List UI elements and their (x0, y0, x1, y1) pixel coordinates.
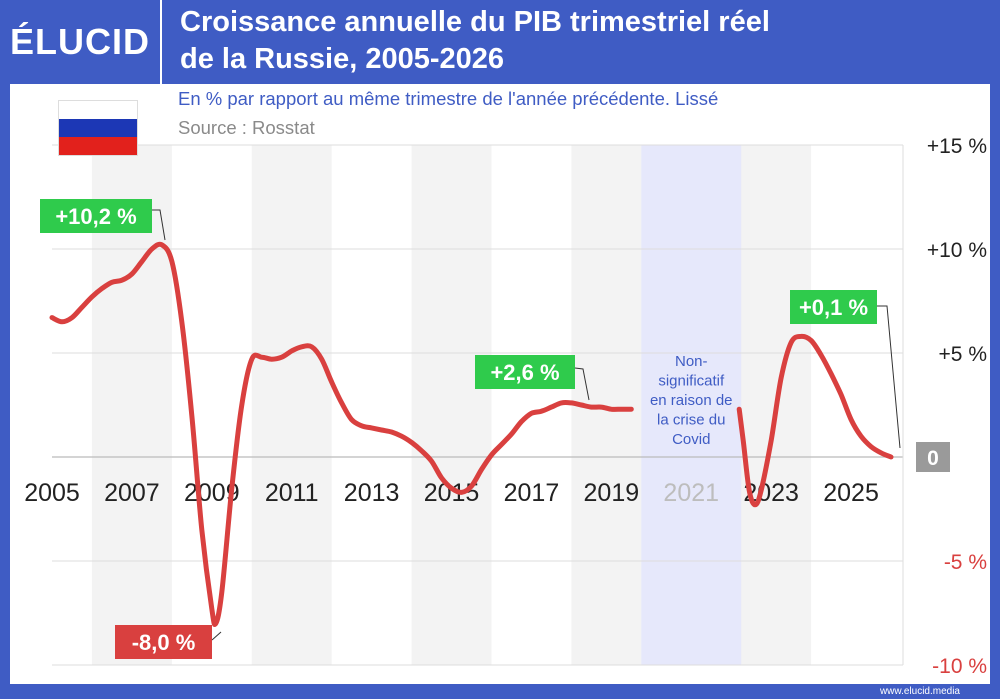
header: ÉLUCID Croissance annuelle du PIB trimes… (0, 0, 1000, 84)
covid-band: Non-significatif en raison de la crise du C… (641, 145, 742, 665)
covid-note-line: Non- (675, 353, 708, 370)
covid-note-line: la crise du (657, 412, 725, 429)
russia-flag-icon (58, 100, 138, 156)
y-tick-label: +15 % (927, 135, 987, 158)
x-tick-label: 2007 (104, 479, 160, 507)
annotation-box (475, 355, 575, 389)
zero-label-box (916, 442, 950, 472)
series-line-segment (736, 333, 894, 508)
covid-note-line: Covid (672, 431, 710, 448)
x-tick-labels: 2005 2007 2009 2011 2013 2015 2017 2019 2021 2023… (24, 479, 879, 507)
y-tick-label: 0 (927, 447, 939, 470)
x-tick-label: 2025 (823, 479, 879, 507)
x-tick-label: 2021 (663, 479, 719, 507)
year-band (731, 145, 812, 665)
flag-stripe-red (59, 137, 137, 155)
y-tick-labels: +15 % +10 % +5 % 0 -5 % -10 % (916, 135, 987, 678)
x-tick-label: 2019 (584, 479, 640, 507)
series-line-segment (49, 241, 634, 627)
x-tick-label: 2015 (424, 479, 480, 507)
y-tick-label: -5 % (944, 551, 987, 574)
x-tick-label: 2017 (504, 479, 560, 507)
year-band (251, 145, 332, 665)
y-tick-label: -10 % (932, 655, 987, 678)
annotation-label: +2,6 % (490, 360, 559, 385)
x-tick-label: 2013 (344, 479, 400, 507)
annotation-label: +10,2 % (55, 204, 136, 229)
covid-note-line: significatif (658, 373, 725, 390)
annotation-box (115, 625, 212, 659)
flag-stripe-blue (59, 119, 137, 137)
covid-note-line: en raison de (650, 392, 733, 409)
y-tick-label: +5 % (939, 343, 987, 366)
flag-stripe-white (59, 101, 137, 119)
page-title: Croissance annuelle du PIB trimestriel r… (180, 4, 980, 78)
annotation-leader (877, 305, 901, 449)
x-tick-label: 2005 (24, 479, 80, 507)
logo: ÉLUCID (0, 0, 162, 84)
annotations: +10,2 % -8,0 % +2,6 % +0,1 % (40, 199, 901, 659)
title-line-2: de la Russie, 2005-2026 (180, 43, 505, 75)
annotation-label: -8,0 % (132, 630, 196, 655)
annotation-box (790, 290, 877, 324)
annotation-leader (152, 209, 166, 241)
y-tick-label: +10 % (927, 239, 987, 262)
covid-band-rect (641, 145, 742, 665)
x-tick-label: 2011 (265, 479, 319, 507)
annotation-label: +0,1 % (799, 295, 868, 320)
annotation-box (40, 199, 152, 233)
series-line (49, 241, 894, 627)
annotation-leader (211, 631, 222, 641)
annotation-leader (574, 367, 590, 401)
logo-text: ÉLUCID (10, 21, 150, 62)
chart-source: Source : Rosstat (178, 117, 315, 138)
footer-url[interactable]: www.elucid.media (879, 686, 960, 697)
chart-subtitle: En % par rapport au même trimestre de l'… (178, 88, 719, 109)
year-band (411, 145, 492, 665)
title-line-1: Croissance annuelle du PIB trimestriel r… (180, 6, 770, 38)
